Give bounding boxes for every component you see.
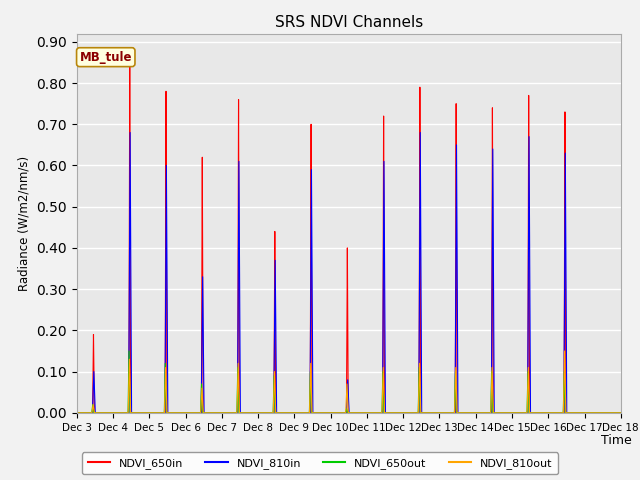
Text: MB_tule: MB_tule bbox=[79, 51, 132, 64]
NDVI_810out bbox=[167, 410, 175, 416]
NDVI_650out bbox=[282, 410, 289, 416]
NDVI_810in bbox=[305, 410, 313, 416]
NDVI_810out bbox=[282, 410, 289, 416]
NDVI_650in bbox=[282, 410, 289, 416]
NDVI_650out bbox=[548, 410, 556, 416]
NDVI_810out bbox=[617, 410, 625, 416]
NDVI_650in bbox=[617, 410, 625, 416]
NDVI_810out bbox=[73, 410, 81, 416]
NDVI_650out bbox=[305, 410, 313, 416]
NDVI_650out bbox=[168, 410, 175, 416]
NDVI_650in bbox=[305, 410, 313, 416]
Line: NDVI_650in: NDVI_650in bbox=[77, 67, 621, 413]
NDVI_650out bbox=[617, 410, 625, 416]
NDVI_650in bbox=[135, 410, 143, 416]
NDVI_810out bbox=[606, 410, 614, 416]
NDVI_650in bbox=[73, 410, 81, 416]
NDVI_810in bbox=[126, 130, 134, 135]
NDVI_650out bbox=[73, 410, 81, 416]
Legend: NDVI_650in, NDVI_810in, NDVI_650out, NDVI_810out: NDVI_650in, NDVI_810in, NDVI_650out, NDV… bbox=[82, 453, 558, 474]
NDVI_810out bbox=[135, 410, 143, 416]
Y-axis label: Radiance (W/m2/nm/s): Radiance (W/m2/nm/s) bbox=[18, 156, 31, 291]
NDVI_810in bbox=[548, 410, 556, 416]
NDVI_650in bbox=[168, 410, 175, 416]
Title: SRS NDVI Channels: SRS NDVI Channels bbox=[275, 15, 423, 30]
NDVI_650in bbox=[606, 410, 614, 416]
NDVI_810in bbox=[168, 410, 175, 416]
NDVI_810in bbox=[606, 410, 614, 416]
Line: NDVI_810in: NDVI_810in bbox=[77, 132, 621, 413]
NDVI_810in bbox=[617, 410, 625, 416]
X-axis label: Time: Time bbox=[601, 433, 632, 447]
NDVI_650out bbox=[125, 348, 133, 354]
NDVI_810out bbox=[305, 410, 313, 416]
NDVI_810in bbox=[73, 410, 81, 416]
NDVI_810out bbox=[561, 348, 568, 354]
NDVI_650in bbox=[548, 410, 556, 416]
NDVI_650out bbox=[606, 410, 614, 416]
NDVI_810in bbox=[135, 410, 143, 416]
NDVI_650out bbox=[135, 410, 143, 416]
NDVI_650in bbox=[126, 64, 134, 70]
Line: NDVI_650out: NDVI_650out bbox=[77, 351, 621, 413]
Line: NDVI_810out: NDVI_810out bbox=[77, 351, 621, 413]
NDVI_810in bbox=[282, 410, 289, 416]
NDVI_810out bbox=[547, 410, 555, 416]
